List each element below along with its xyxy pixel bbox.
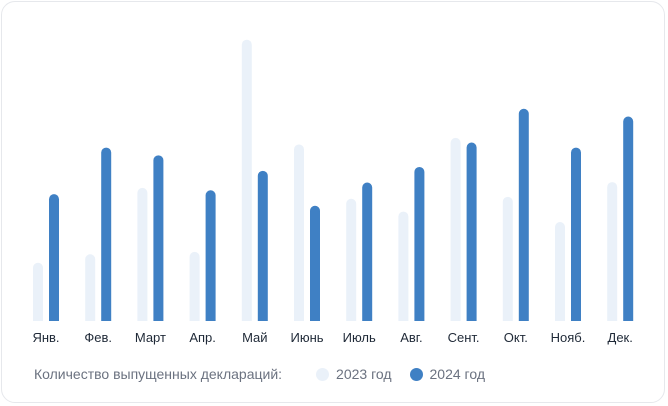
bar-2023-11[interactable] (607, 182, 618, 326)
x-tick-label: Янв. (32, 330, 59, 345)
legend-item-2023[interactable]: 2023 год (316, 366, 392, 382)
bar-2023-4[interactable] (241, 39, 252, 326)
bar-2023-7[interactable] (398, 211, 409, 326)
bar-2024-0[interactable] (49, 194, 59, 326)
baseline-mask (20, 321, 648, 329)
x-tick-label: Авг. (400, 330, 422, 345)
x-tick-label: Дек. (608, 330, 633, 345)
bar-2023-1[interactable] (85, 254, 96, 326)
bar-2023-9[interactable] (502, 196, 513, 326)
x-tick-label: Сент. (448, 330, 480, 345)
x-tick-label: Июнь (290, 330, 323, 345)
bar-2024-11[interactable] (623, 116, 634, 326)
bar-2024-10[interactable] (571, 147, 581, 326)
x-tick-label: Март (135, 330, 166, 345)
legend-item-2024[interactable]: 2024 год (409, 366, 485, 382)
legend-label-2023: 2023 год (336, 366, 392, 382)
bar-2024-1[interactable] (101, 147, 112, 326)
bar-2024-7[interactable] (414, 166, 425, 326)
x-tick-label: Окт. (504, 330, 528, 345)
bar-2023-2[interactable] (137, 187, 148, 326)
bar-2024-3[interactable] (205, 190, 216, 326)
bar-2024-9[interactable] (518, 108, 529, 326)
bar-2023-3[interactable] (189, 251, 200, 326)
bar-2023-5[interactable] (294, 144, 304, 326)
x-tick-label: Июль (343, 330, 376, 345)
bar-2024-5[interactable] (310, 205, 320, 326)
legend-swatch-2024 (409, 367, 423, 381)
bar-2024-4[interactable] (257, 170, 268, 326)
bar-2024-2[interactable] (153, 155, 164, 326)
x-tick-label: Апр. (189, 330, 216, 345)
x-tick-label: Май (242, 330, 267, 345)
legend-title: Количество выпущенных деклараций: (34, 366, 283, 382)
x-tick-label: Фев. (84, 330, 112, 345)
legend-label-2024: 2024 год (429, 366, 485, 382)
bar-2023-8[interactable] (450, 137, 461, 326)
bar-2024-8[interactable] (466, 142, 477, 326)
legend: Количество выпущенных деклараций: 2023 г… (34, 366, 503, 382)
bar-2023-6[interactable] (346, 198, 357, 326)
bar-2024-6[interactable] (362, 182, 373, 326)
bar-2023-10[interactable] (555, 222, 565, 326)
legend-swatch-2023 (316, 367, 330, 381)
x-tick-label: Нояб. (551, 330, 586, 345)
bar-2023-0[interactable] (33, 262, 43, 326)
